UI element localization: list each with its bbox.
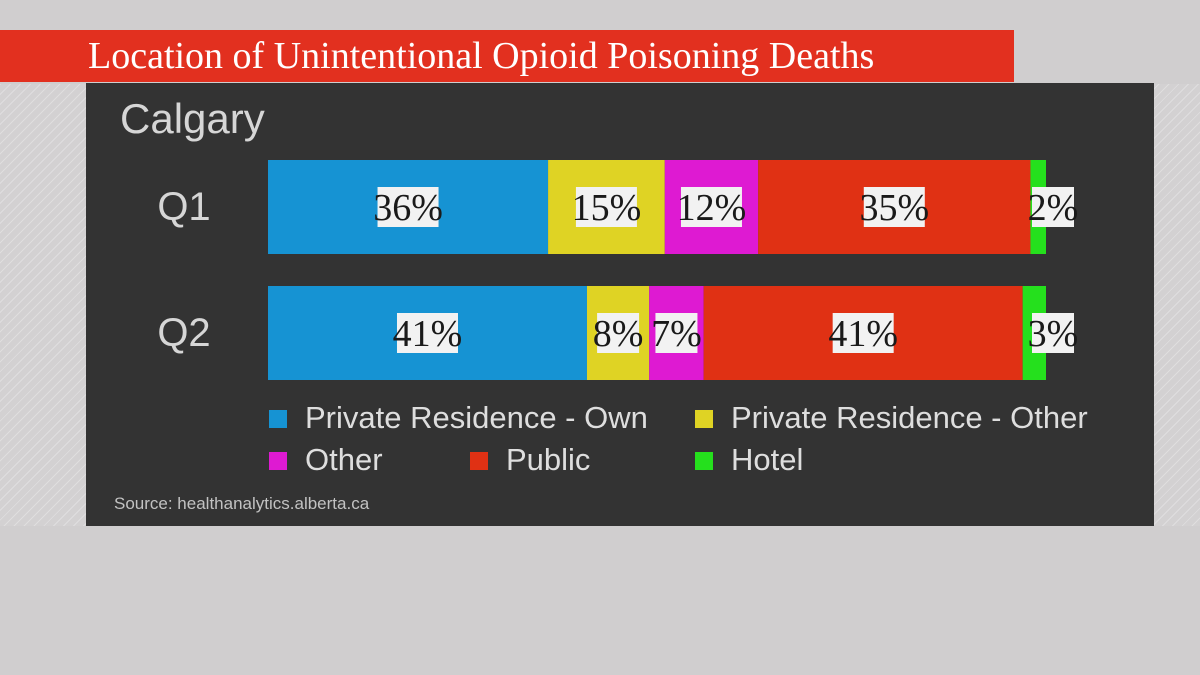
data-label: 41% xyxy=(828,313,898,355)
legend-label: Private Residence - Own xyxy=(305,400,648,435)
data-label: 2% xyxy=(1028,187,1079,229)
legend-swatch xyxy=(695,410,713,428)
category-label: Q2 xyxy=(157,311,210,355)
data-label-background xyxy=(832,313,894,353)
chart-subtitle: Calgary xyxy=(120,95,265,142)
legend-swatch xyxy=(470,452,488,470)
data-label: 36% xyxy=(373,187,443,229)
category-label: Q1 xyxy=(157,185,210,229)
data-label-background xyxy=(396,313,458,353)
title-banner: Location of Unintentional Opioid Poisoni… xyxy=(0,30,1014,82)
chart-panel: Calgary Q1 36% 15% 12% 35% 2% Q2 41% 8% 7% 41% 3% P… xyxy=(86,83,1154,526)
data-label-background xyxy=(1032,313,1074,353)
data-label: 12% xyxy=(677,187,747,229)
data-label-background xyxy=(377,187,439,227)
legend-swatch xyxy=(695,452,713,470)
legend-label: Other xyxy=(305,442,383,477)
data-label-background xyxy=(1032,187,1074,227)
data-label: 35% xyxy=(859,187,929,229)
source-note: Source: healthanalytics.alberta.ca xyxy=(114,494,370,513)
legend-label: Public xyxy=(506,442,591,477)
legend-label: Hotel xyxy=(731,442,804,477)
stacked-bar-chart: Q1 36% 15% 12% 35% 2% Q2 41% 8% 7% 41% 3% xyxy=(157,160,1079,380)
chart-title: Location of Unintentional Opioid Poisoni… xyxy=(88,35,875,77)
legend-label: Private Residence - Other xyxy=(731,400,1088,435)
data-label: 7% xyxy=(651,313,702,355)
data-label: 15% xyxy=(572,187,642,229)
data-label: 41% xyxy=(393,313,463,355)
data-label-background xyxy=(680,187,742,227)
data-label: 3% xyxy=(1028,313,1079,355)
data-label-background xyxy=(863,187,925,227)
data-label-background xyxy=(655,313,698,353)
data-label: 8% xyxy=(593,313,644,355)
legend-swatch xyxy=(269,452,287,470)
data-label-background xyxy=(575,187,637,227)
legend-swatch xyxy=(269,410,287,428)
data-label-background xyxy=(597,313,640,353)
